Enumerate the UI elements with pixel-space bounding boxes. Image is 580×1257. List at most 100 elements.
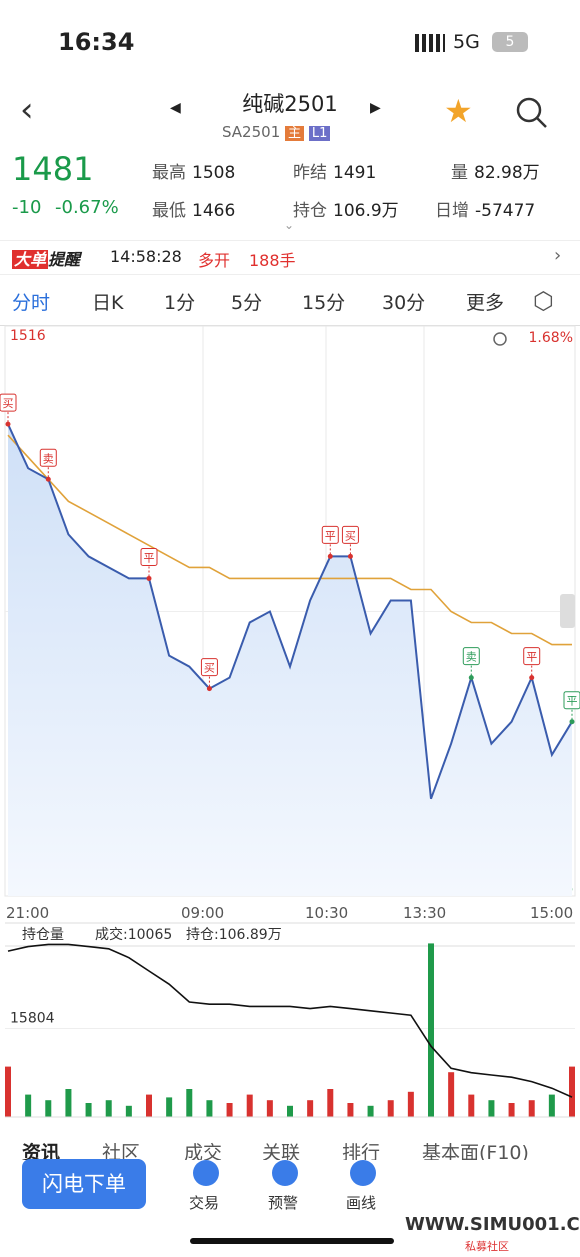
home-indicator [190,1238,394,1244]
quote-field: 量 82.98万 [451,158,540,183]
trade-dot [327,553,333,559]
settings-icon[interactable]: ⬡ [533,287,554,315]
info-tab[interactable]: 排行 [342,1142,381,1160]
tool-label[interactable]: 画线 [346,1194,377,1212]
side-handle [560,594,575,628]
change: -10 [12,197,42,218]
info-tab[interactable]: 社区 [102,1142,141,1160]
trade-badge [140,547,158,566]
volume-bar [407,1091,414,1117]
volume-bar [347,1103,354,1117]
tool-label[interactable]: 预警 [268,1194,299,1212]
prev-button[interactable]: ◀ [170,100,181,116]
quote-field: 持仓 106.9万 [293,196,399,221]
quote-field: 日增 -57477 [435,196,535,221]
volume-bar [246,1094,253,1117]
search-icon[interactable] [514,95,550,131]
trade-dot [347,553,353,559]
back-button[interactable]: ‹ [20,90,34,130]
volume-bar [488,1100,495,1117]
volume-bar [166,1097,173,1117]
pct-label: 1.68% [529,330,573,346]
tab[interactable]: 15分 [302,292,346,314]
volume-bar [528,1100,535,1117]
trade-dot [206,686,212,692]
favorite-star[interactable]: ★ [444,92,473,130]
change-pct: -0.67% [55,197,119,218]
volume-bar [45,1100,52,1117]
signal [415,34,445,52]
trade-dot [146,575,152,581]
alert-action: 多开 [198,251,231,270]
trade-badge [341,525,359,544]
volume-bar [25,1094,32,1117]
info-tab[interactable]: 资讯 [22,1142,61,1160]
trade-label: 平 [144,551,155,564]
info-tabs: 资讯 社区 成交 关联 排行 基本面(F10) [0,1130,580,1160]
volume-bar [307,1100,314,1117]
volume-bar [569,1066,575,1117]
volume-text: 成交:10065 [95,926,172,943]
tab[interactable]: 5分 [231,292,263,314]
info-tab[interactable]: 关联 [262,1142,301,1160]
field-label: 量 [451,163,468,183]
trade-label: 平 [526,651,537,664]
volume-bar [105,1100,112,1117]
trade-badge [39,448,57,467]
quote-field: 最高 1508 [152,158,235,183]
volume-bar [448,1072,455,1117]
alert-title: 提醒 [48,250,81,269]
trade-badge [462,647,480,666]
tool-label[interactable]: 交易 [189,1194,220,1212]
chart: 1466149115161.68%-1.68%21:0009:0010:3013… [0,325,580,1118]
trade-badge [200,658,218,677]
quote-field: 最低 1466 [152,196,235,221]
field-label: 日增 [435,201,469,221]
volume-bar [428,943,434,1117]
trade-label: 买 [204,662,215,675]
watermark: WWW.SIMU001.CN [405,1214,580,1235]
next-button[interactable]: ▶ [370,100,381,116]
time-label: 10:30 [305,904,348,922]
trade-label: 买 [3,397,14,410]
alert-label: 大单 提醒 [12,246,80,270]
volume-bar [387,1100,394,1117]
field-value: 82.98万 [474,163,540,183]
tab[interactable]: 更多 [466,292,505,314]
alert-more[interactable]: › [554,245,562,266]
info-tab[interactable]: 基本面(F10) [422,1142,529,1160]
tool-icon [272,1160,298,1186]
expand[interactable]: ⌄ [284,218,295,232]
volume-bar [206,1100,213,1117]
volume-bar [548,1094,555,1117]
time-label: 15:00 [530,904,573,922]
volume-bar [125,1105,132,1117]
tab[interactable]: 30分 [382,292,426,314]
trade-dot [529,675,535,681]
trade-label: 卖 [466,651,477,664]
battery: 5 [492,32,528,52]
quote-field: 昨结 1491 [293,158,376,183]
trade-label: 买 [345,529,356,542]
divider [0,240,580,241]
code-text: SA2501 [222,123,281,141]
trade-label: 平 [567,695,578,708]
trade-badge [523,647,541,666]
volume-bar [367,1105,374,1117]
volume-bar [186,1089,193,1117]
tab[interactable]: 1分 [164,292,196,314]
volume-bar [85,1103,92,1117]
field-label: 最低 [152,201,186,221]
tab[interactable]: 日K [92,292,124,314]
volume-bar [327,1089,334,1117]
alert-time: 14:58:28 [110,247,182,266]
info-tab[interactable]: 成交 [184,1142,223,1160]
network: 5G [453,31,480,53]
field-value: 1466 [192,201,236,221]
volume-bar [65,1089,72,1117]
trade-dot [569,719,575,725]
quick-order-button[interactable]: 闪电下单 [22,1159,146,1209]
trade-label: 平 [325,529,336,542]
tab[interactable]: 分时 [12,292,51,314]
